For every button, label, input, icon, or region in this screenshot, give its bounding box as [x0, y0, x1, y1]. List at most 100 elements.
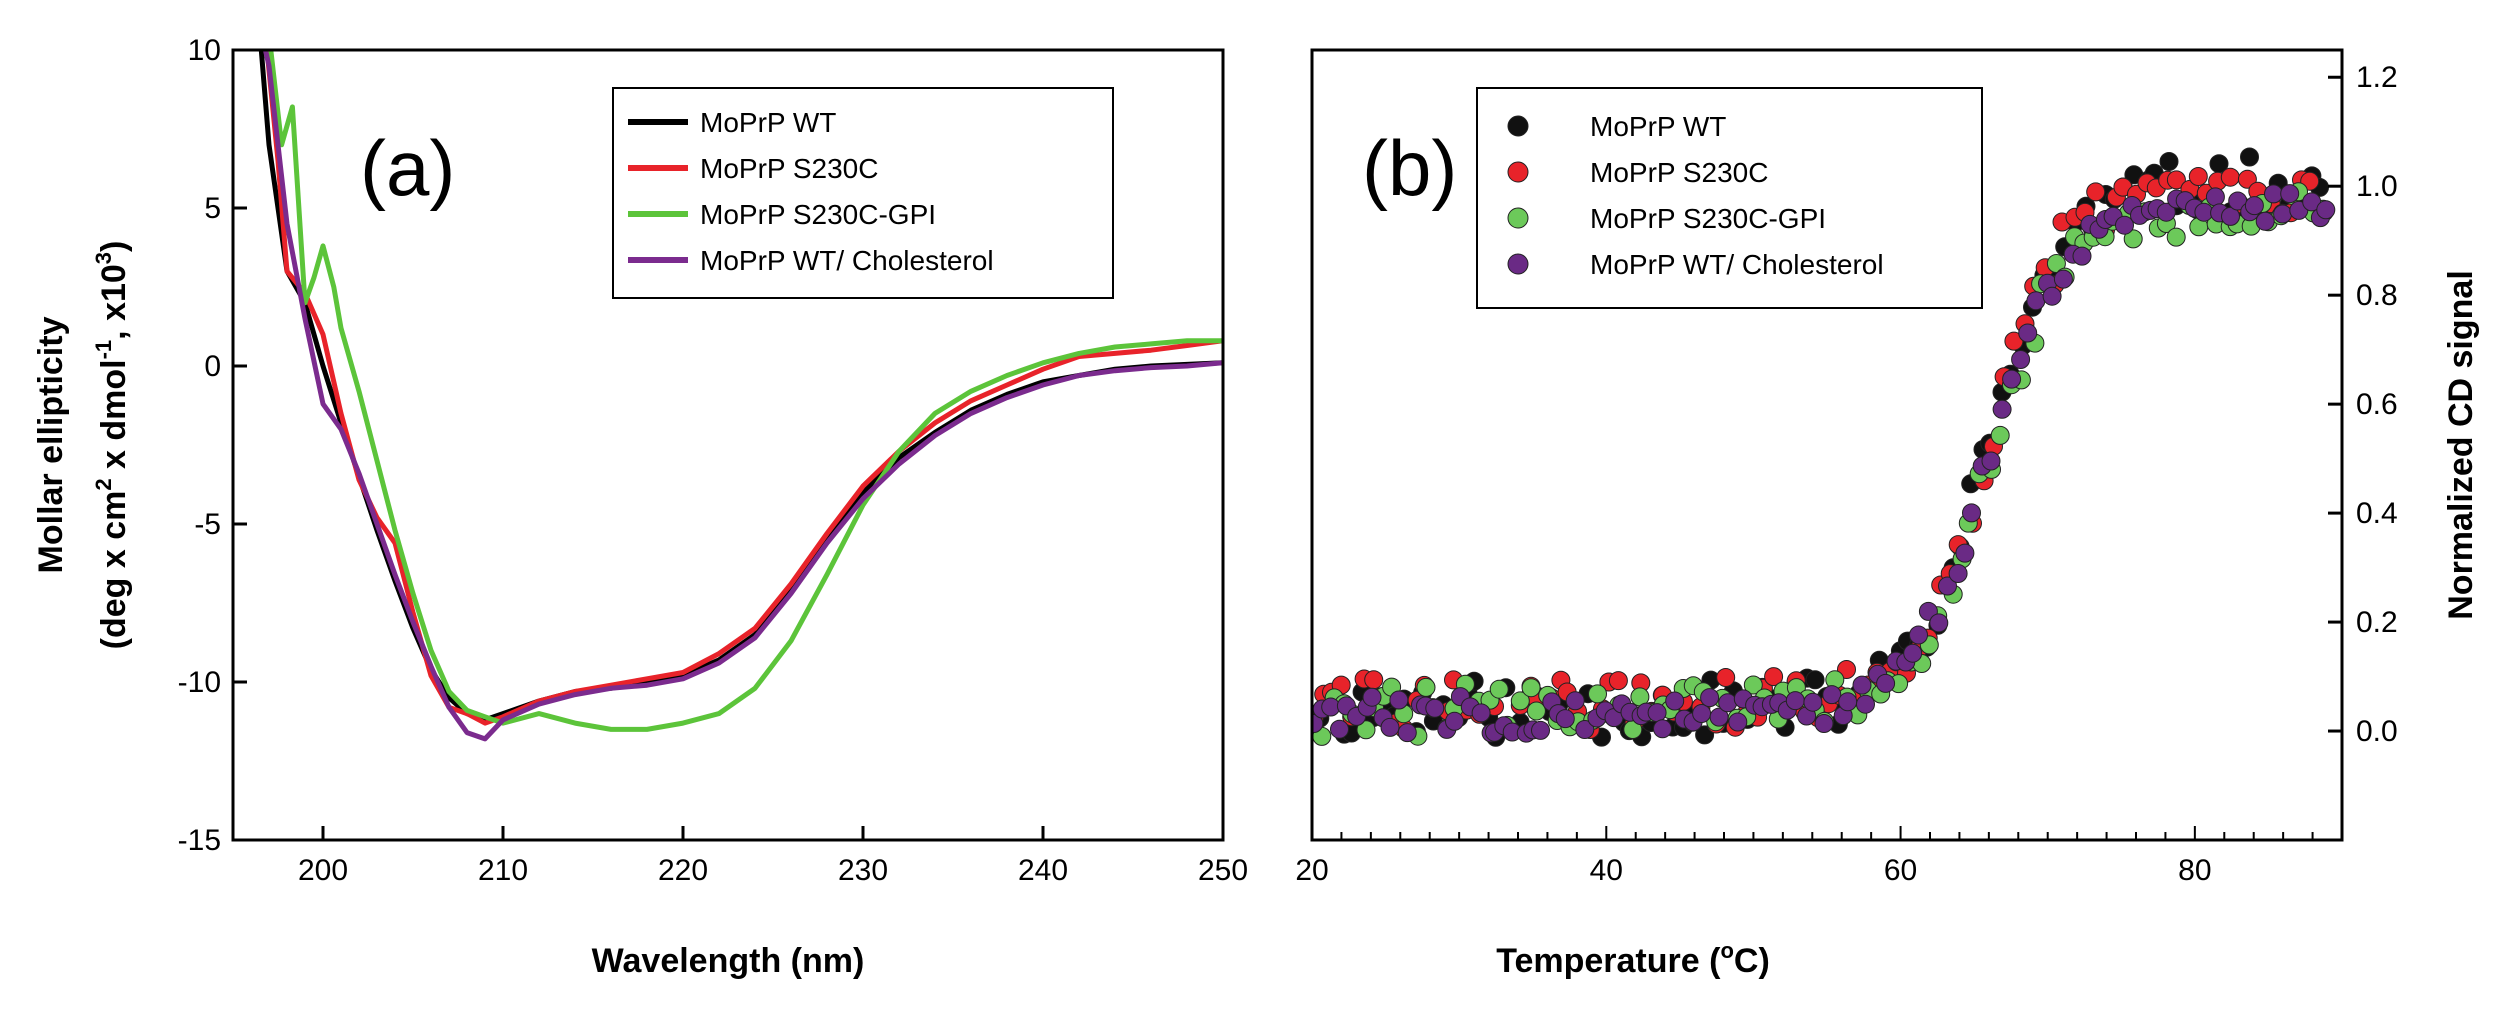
panel-b-point-series-2 — [1608, 671, 1628, 691]
panel-b-point-series-4 — [2273, 204, 2293, 224]
panel-b-plot-frame — [1310, 48, 2344, 842]
panel-b-point-series-4 — [1838, 692, 1858, 712]
panel-a-label: (a) — [360, 124, 455, 212]
panel-a-ytick-label: -15 — [178, 824, 221, 857]
panel-b-point-series-2 — [2086, 182, 2106, 202]
panel-b-point-series-4 — [1814, 714, 1834, 733]
panel-a-y-label-sup1: 2 — [91, 478, 116, 490]
panel-b-point-series-4 — [2018, 323, 2038, 343]
panel-b-point-series-3 — [1521, 678, 1541, 698]
panel-b-point-series-4 — [1362, 687, 1382, 707]
panel-b-chart: 20 40 60 80 0.0 0.2 0.4 0.6 0.8 1.0 1.2 (b) MoPrP … — [1295, 48, 2480, 980]
panel-a-xtick-label: 220 — [658, 854, 708, 887]
panel-a-xtick-label: 250 — [1198, 854, 1248, 887]
panel-b-point-series-3 — [1588, 684, 1607, 704]
panel-b-point-series-3 — [1526, 701, 1546, 721]
panel-b-point-series-2 — [2188, 167, 2208, 186]
panel-a-y-axis-label-line2: (deg x cm2 x dmol-1, x103) — [91, 241, 133, 650]
panel-a-ticks: 200 210 220 230 240 250 -15 -10 -5 0 5 10 — [178, 34, 1248, 887]
panel-b-point-series-3 — [2046, 254, 2066, 273]
panel-b-legend-box — [1476, 87, 1983, 309]
panel-b-legend-marker — [1507, 207, 1529, 229]
panel-b-point-series-4 — [1555, 709, 1575, 729]
panel-b-point-series-4 — [1822, 685, 1842, 705]
panel-b-point-series-1 — [1695, 725, 1715, 745]
panel-a-ytick-label: -5 — [194, 508, 221, 541]
panel-a-ytick-label: -10 — [178, 666, 221, 699]
panel-b-point-series-4 — [1803, 692, 1823, 712]
panel-b-point-series-2 — [1764, 667, 1784, 687]
panel-a-ytick-label: 0 — [204, 350, 221, 383]
panel-a-legend-label: MoPrP WT — [700, 107, 836, 138]
panel-b-point-series-4 — [2002, 369, 2022, 389]
panel-b-ytick-label: 0.8 — [2356, 279, 2398, 312]
panel-b-point-series-4 — [1565, 691, 1585, 711]
panel-b-point-series-4 — [1531, 720, 1550, 740]
panel-a-legend-box — [612, 87, 1114, 299]
panel-a-ytick-label: 10 — [188, 34, 221, 67]
panel-b-xtick-label: 60 — [1884, 854, 1917, 887]
panel-b-point-series-3 — [1510, 691, 1530, 711]
panel-b-point-series-4 — [1709, 707, 1729, 727]
panel-a-series-line-3 — [268, 50, 1223, 732]
panel-b-point-series-4 — [2042, 286, 2062, 306]
panel-a-y-label-sup3: 3 — [91, 252, 116, 264]
panel-a-ytick-label: 5 — [204, 192, 221, 225]
panel-b-point-series-4 — [1728, 712, 1748, 732]
panel-a-xtick-label: 200 — [298, 854, 348, 887]
panel-b-y-axis-label: Normalized CD signal — [2442, 270, 2480, 620]
panel-b-point-series-4 — [1962, 503, 1981, 523]
panel-b-point-series-3 — [2123, 229, 2143, 249]
panel-a-legend-label: MoPrP S230C — [700, 153, 878, 184]
panel-b-legend-label: MoPrP S230C — [1590, 157, 1768, 188]
panel-b-ticks: 20 40 60 80 0.0 0.2 0.4 0.6 0.8 1.0 1.2 — [1295, 61, 2397, 887]
panel-b-point-series-4 — [2115, 215, 2134, 235]
panel-b-point-series-3 — [1990, 425, 2010, 445]
panel-b-point-series-4 — [1903, 643, 1923, 663]
panel-b-point-series-4 — [1471, 703, 1491, 723]
panel-b-point-series-4 — [2072, 246, 2092, 266]
panel-b-point-series-2 — [1716, 668, 1736, 687]
panel-b-point-series-4 — [1312, 714, 1324, 733]
panel-a-legend-label: MoPrP S230C-GPI — [700, 199, 936, 230]
panel-b-point-series-4 — [1856, 694, 1875, 714]
panel-b-point-series-4 — [2221, 206, 2240, 226]
panel-b-x-label-sup: o — [1720, 938, 1733, 963]
panel-b-point-series-4 — [2255, 211, 2275, 231]
panel-a-y-label-2a: (deg x cm — [95, 491, 133, 650]
panel-b-legend-marker — [1507, 161, 1529, 183]
panel-b-point-series-4 — [1852, 675, 1872, 695]
panel-b-point-series-4 — [2026, 291, 2046, 311]
panel-b-point-series-4 — [1981, 451, 2001, 471]
panel-a-x-axis-label: Wavelength (nm) — [592, 942, 865, 980]
panel-b-point-series-4 — [2053, 269, 2073, 289]
panel-b-point-series-3 — [1489, 679, 1509, 699]
panel-b-xtick-label: 40 — [1590, 854, 1623, 887]
panel-b-point-series-2 — [1364, 670, 1384, 690]
panel-b-xtick-label: 20 — [1295, 854, 1328, 887]
panel-b-point-series-3 — [1416, 677, 1436, 697]
panel-b-point-series-4 — [1909, 625, 1928, 645]
panel-b-point-series-4 — [2011, 350, 2031, 369]
panel-b-legend-marker — [1507, 115, 1529, 137]
panel-b-point-series-4 — [1445, 711, 1464, 731]
panel-a-y-axis-label-line1: Mollar ellipticity — [32, 316, 70, 573]
panel-b-legend-marker — [1507, 253, 1529, 275]
panel-b-point-series-4 — [1380, 717, 1400, 737]
panel-b-x-label-b: C) — [1734, 942, 1770, 980]
panel-b-point-series-2 — [2166, 170, 2186, 190]
panel-b-point-series-4 — [2156, 202, 2176, 222]
panel-b-ytick-label: 1.2 — [2356, 61, 2398, 94]
panel-a-xtick-label: 240 — [1018, 854, 1068, 887]
panel-b-point-series-4 — [1992, 399, 2012, 419]
panel-a-y-label-sup2: -1 — [91, 340, 116, 360]
panel-b-point-series-4 — [1397, 723, 1417, 743]
panel-a-series-line-4 — [262, 50, 1223, 742]
panel-b-point-series-4 — [1785, 691, 1805, 711]
panel-b-point-series-1 — [1805, 670, 1825, 690]
panel-b-point-series-4 — [1692, 704, 1712, 723]
panel-a-plot-frame — [231, 48, 1225, 842]
panel-b-point-series-4 — [2264, 184, 2283, 204]
panel-a-y-label-2d: ) — [95, 241, 133, 252]
